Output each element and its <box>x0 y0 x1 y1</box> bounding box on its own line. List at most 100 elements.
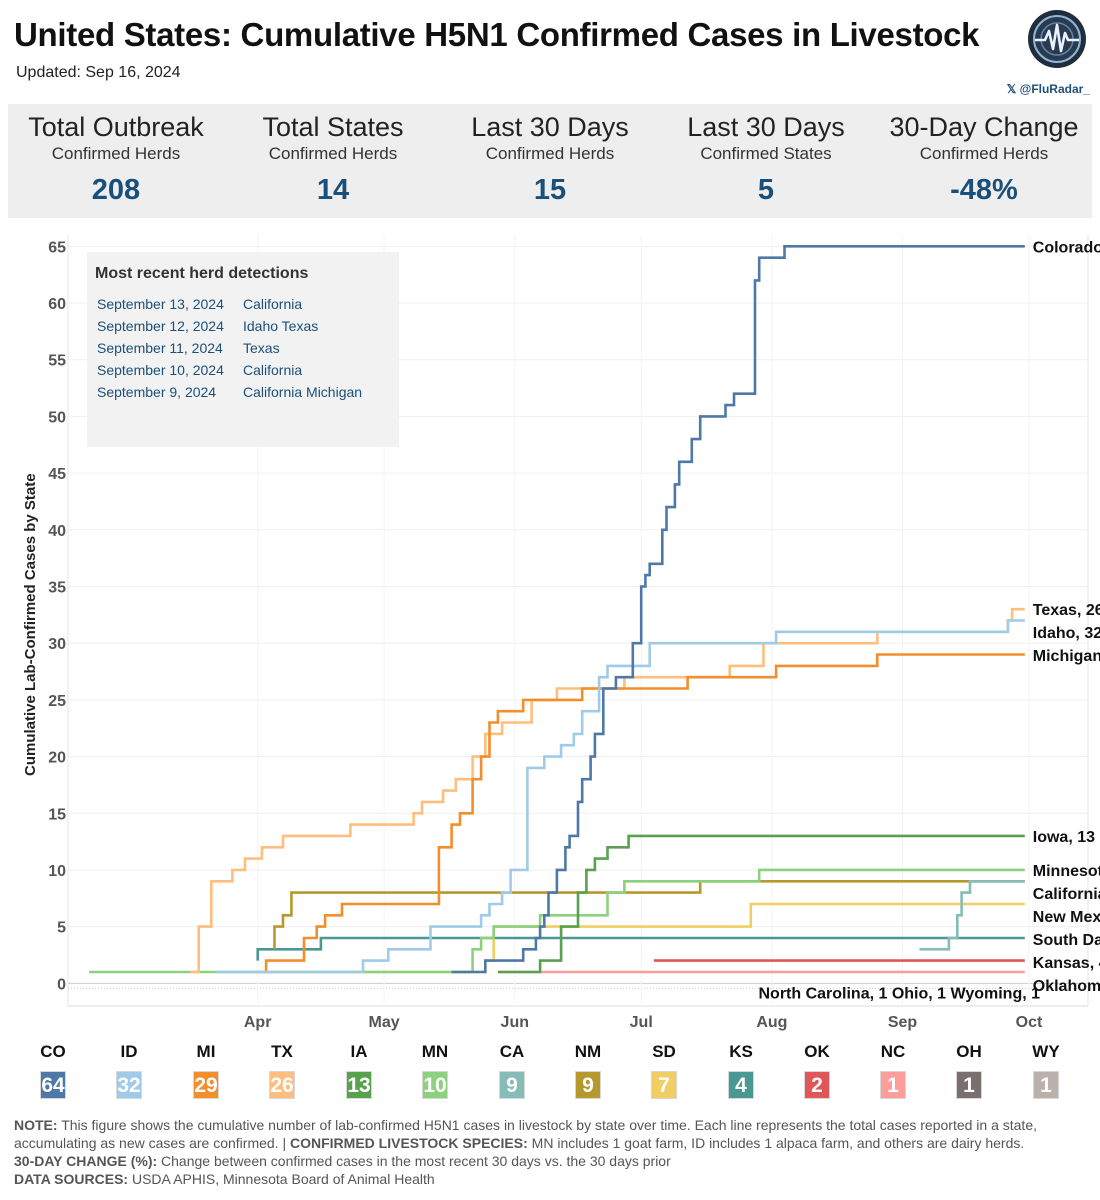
kpi-total-outbreak: Total Outbreak Confirmed Herds 208 <box>8 104 224 207</box>
kpi-subtitle: Confirmed Herds <box>485 144 615 163</box>
legend-code: WY <box>1032 1042 1060 1061</box>
state-legend: CO 64 ID 32 MI 29 TX 26 IA 13 MN 10 CA 9 NM 9 SD… <box>0 1042 1100 1102</box>
kpi-subtitle: Confirmed States <box>700 144 832 163</box>
legend-code: MN <box>421 1042 449 1061</box>
updated-date: Updated: Sep 16, 2024 <box>16 64 181 81</box>
legend-item: KS 4 <box>711 1042 771 1099</box>
legend-total: 2 <box>804 1071 830 1099</box>
kpi-30-day-change: 30-Day Change Confirmed Herds -48% <box>876 104 1092 207</box>
recent-row: September 9, 2024 California Michigan <box>97 384 362 400</box>
end-label-nm: New Mexico, 9 <box>1033 909 1100 926</box>
kpi-band: Total Outbreak Confirmed Herds 208 Total… <box>8 104 1092 218</box>
legend-item: OH 1 <box>939 1042 999 1099</box>
legend-code: SD <box>652 1042 676 1061</box>
x-tick-label: Sep <box>888 1014 918 1031</box>
legend-item: CA 9 <box>482 1042 542 1099</box>
recent-detections-panel: Most recent herd detections September 13… <box>87 252 399 447</box>
kpi-value: 15 <box>533 174 567 206</box>
recent-date: September 11, 2024 <box>97 340 223 356</box>
end-label-sd: South Dakota, 7 <box>1033 932 1100 949</box>
legend-total: 1 <box>956 1071 982 1099</box>
legend-total: 1 <box>1033 1071 1059 1099</box>
end-label-tx: Texas, 26 <box>1033 602 1100 619</box>
recent-row: September 13, 2024 California <box>97 296 302 312</box>
legend-item: MN 10 <box>405 1042 465 1099</box>
series-line-ks <box>256 936 1025 961</box>
series-line-id <box>215 619 1025 974</box>
legend-item: TX 26 <box>252 1042 312 1099</box>
legend-code: MI <box>196 1042 216 1061</box>
recent-states: California <box>243 296 303 312</box>
y-tick-label: 0 <box>57 976 66 993</box>
radar-wave-icon <box>1028 10 1086 68</box>
y-tick-label: 10 <box>48 863 66 880</box>
kpi-subtitle: Confirmed Herds <box>268 144 398 163</box>
legend-total: 29 <box>193 1071 219 1099</box>
y-axis-label: Cumulative Lab-Confirmed Cases by State <box>22 473 39 776</box>
legend-total: 9 <box>499 1071 525 1099</box>
legend-total: 13 <box>346 1071 372 1099</box>
kpi-value: 208 <box>91 174 141 206</box>
kpi-last-30-herds: Last 30 Days Confirmed Herds 15 <box>442 104 658 207</box>
species-text: MN includes 1 goat farm, ID includes 1 a… <box>527 1135 1025 1151</box>
x-tick-label: May <box>369 1014 400 1031</box>
legend-total: 64 <box>40 1071 66 1099</box>
kpi-title: 30-Day Change <box>889 112 1079 142</box>
change-line: 30-DAY CHANGE (%): Change between confir… <box>14 1152 1089 1170</box>
y-tick-label: 55 <box>48 353 66 370</box>
footer-series-label: North Carolina, 1 Ohio, 1 Wyoming, 1 <box>758 986 1040 1003</box>
legend-total: 32 <box>116 1071 142 1099</box>
legend-code: OK <box>804 1042 830 1061</box>
x-tick-label: Jul <box>630 1014 653 1031</box>
recent-date: September 10, 2024 <box>97 362 224 378</box>
legend-item: OK 2 <box>787 1042 847 1099</box>
end-label-ia: Iowa, 13 <box>1033 829 1095 846</box>
recent-states: California Michigan <box>243 384 363 400</box>
sources-line: DATA SOURCES: USDA APHIS, Minnesota Boar… <box>14 1170 1089 1188</box>
kpi-subtitle: Confirmed Herds <box>51 144 181 163</box>
legend-code: NM <box>574 1042 602 1061</box>
recent-date: September 12, 2024 <box>97 318 224 334</box>
recent-states: California <box>243 362 303 378</box>
series-line-nm <box>273 879 1025 950</box>
series-line-ca <box>919 879 1025 951</box>
y-tick-label: 60 <box>48 296 66 313</box>
recent-detections-title: Most recent herd detections <box>95 265 309 282</box>
recent-date: September 9, 2024 <box>97 384 217 400</box>
note-line: NOTE: This figure shows the cumulative n… <box>14 1116 1089 1152</box>
legend-item: CO 64 <box>23 1042 83 1099</box>
kpi-value: 5 <box>757 174 775 206</box>
y-tick-label: 30 <box>48 636 66 653</box>
y-tick-label: 15 <box>48 806 66 823</box>
legend-total: 7 <box>651 1071 677 1099</box>
x-tick-label: Apr <box>244 1014 272 1031</box>
legend-item: NM 9 <box>558 1042 618 1099</box>
kpi-title: Last 30 Days <box>471 112 629 142</box>
kpi-last-30-states: Last 30 Days Confirmed States 5 <box>658 104 874 207</box>
sources-label: DATA SOURCES: <box>14 1171 129 1187</box>
series-line-ia <box>497 834 1025 974</box>
end-label-co: Colorado, 64 <box>1033 239 1100 256</box>
recent-states: Texas <box>243 340 280 356</box>
end-label-mn: Minnesota, 10 <box>1033 863 1100 880</box>
page-title: United States: Cumulative H5N1 Confirmed… <box>14 16 980 53</box>
legend-item: MI 29 <box>176 1042 236 1099</box>
kpi-title: Total Outbreak <box>28 112 204 142</box>
legend-code: IA <box>350 1042 368 1061</box>
kpi-title: Total States <box>262 112 404 142</box>
legend-item: WY 1 <box>1016 1042 1076 1099</box>
legend-total: 26 <box>269 1071 295 1099</box>
x-tick-label: Oct <box>1016 1014 1043 1031</box>
cumulative-cases-chart: 0 5 10 15 20 25 30 35 40 45 50 55 60 65 Apr May Jun Jul Au… <box>48 235 1100 1031</box>
y-tick-label: 40 <box>48 523 66 540</box>
legend-item: ID 32 <box>99 1042 159 1099</box>
legend-item: SD 7 <box>634 1042 694 1099</box>
legend-total: 1 <box>880 1071 906 1099</box>
y-tick-label: 45 <box>48 466 66 483</box>
end-label-id: Idaho, 32 <box>1033 625 1100 642</box>
legend-total: 9 <box>575 1071 601 1099</box>
legend-total: 4 <box>728 1071 754 1099</box>
end-label-ca: California, 9 <box>1033 886 1100 903</box>
recent-row: September 12, 2024 Idaho Texas <box>97 318 318 334</box>
social-handle[interactable]: 𝕏 @FluRadar_ <box>1006 82 1090 96</box>
